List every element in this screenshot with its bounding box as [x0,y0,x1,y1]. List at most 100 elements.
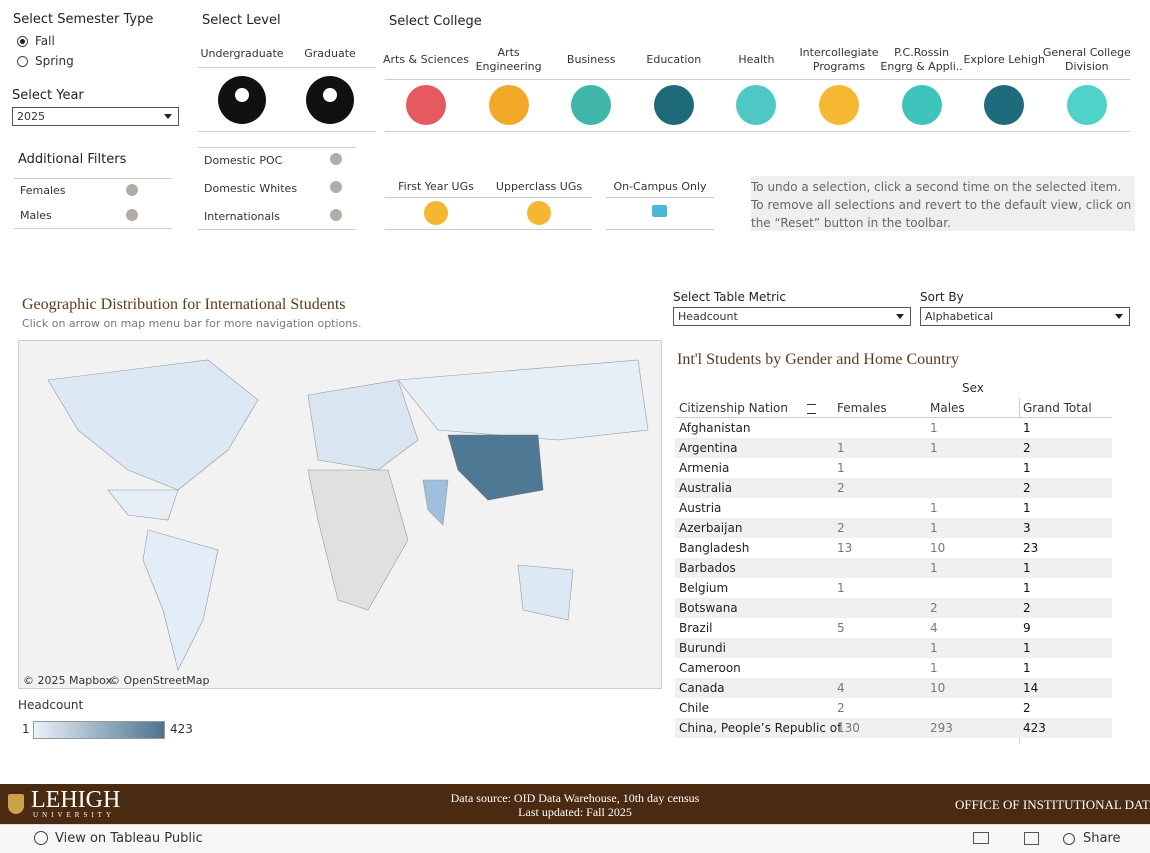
table-cell: 9 [1023,621,1031,635]
logo-sub: UNIVERSITY [33,811,115,819]
table-cell: 2 [1023,601,1031,615]
column-header[interactable]: Citizenship Nation [679,401,788,415]
view-link[interactable]: View on Tableau Public [55,831,203,846]
share-button[interactable]: Share [1083,831,1121,846]
college-icon[interactable] [736,85,777,125]
college-icon[interactable] [901,85,942,125]
college-icon[interactable] [819,85,859,125]
group-option[interactable]: First Year UGs [398,180,474,193]
level-option[interactable]: Undergraduate [200,47,284,60]
toggle[interactable] [126,184,138,196]
table-cell: 23 [1023,541,1039,555]
table-cell: 1 [930,501,938,515]
table-cell: China, People’s Republic of [679,721,842,735]
table-cell: Chile [679,701,710,715]
college-icon[interactable] [571,85,612,125]
table-cell: 1 [1023,421,1031,435]
table-cell: Botswana [679,601,738,615]
metric-dropdown[interactable]: Headcount [673,307,911,326]
table-row: Armenia 1 1 [675,458,1112,478]
header-row: Citizenship Nation Females Males Grand Tota… [675,398,1112,418]
table-cell: 2 [837,481,845,495]
column-header: Grand Total [1023,401,1092,415]
sort-label: Sort By [920,290,964,304]
college-option[interactable]: Business [566,53,616,66]
college-option[interactable]: Intercollegiate Programs [799,46,879,73]
college-icon[interactable] [984,85,1025,125]
table-cell: 1 [837,581,845,595]
toggle[interactable] [330,209,342,221]
college-option[interactable]: P.C.Rossin Engrg & Appli.. [880,46,963,73]
college-icon[interactable] [406,85,446,125]
year-title: Select Year [12,88,84,103]
fullscreen-icon[interactable] [1024,832,1039,845]
table-row: Botswana 2 2 [675,598,1112,618]
table-cell: 2 [1023,701,1031,715]
table-row: Canada 4 10 14 [675,678,1112,698]
table-cell: 1 [837,441,845,455]
campus-filter[interactable]: On-Campus Only [613,180,707,193]
map-title: Geographic Distribution for Internationa… [22,296,346,313]
toggle[interactable] [126,209,138,221]
college-option[interactable]: General College Division [1042,46,1131,73]
sort-dropdown[interactable]: Alphabetical [920,307,1130,326]
college-icon[interactable] [653,85,694,125]
level-icon-figure [323,88,337,102]
crest [8,794,24,814]
table-cell: 4 [930,621,938,635]
sort-icon[interactable] [807,404,816,414]
population-option[interactable]: Domestic POC [204,154,283,167]
toggle[interactable] [330,153,342,165]
legend-min: 1 [22,722,30,736]
table-cell: 2 [1023,441,1031,455]
gender-option[interactable]: Males [20,209,52,222]
table-row: Austria 1 1 [675,498,1112,518]
table-cell: Belgium [679,581,729,595]
table-row: Belgium 1 1 [675,578,1112,598]
toggle[interactable] [330,181,342,193]
college-option[interactable]: Arts Engineering [475,46,542,73]
table-cell: 1 [930,641,938,655]
download-icon[interactable] [973,832,989,844]
semester-option[interactable]: Fall [35,34,55,48]
legend-max: 423 [170,722,193,736]
legend-title: Headcount [18,698,84,712]
table-cell: Armenia [679,461,730,475]
campus-icon [652,205,667,217]
table-cell: 10 [930,541,946,555]
year-dropdown[interactable]: 2025 [12,107,179,126]
radio[interactable] [17,56,28,67]
level-title: Select Level [202,13,281,28]
population-option[interactable]: Domestic Whites [204,182,298,195]
table-cell: 2 [837,701,845,715]
college-option[interactable]: Health [738,53,775,66]
group-option[interactable]: Upperclass UGs [495,180,583,193]
college-option[interactable]: Education [646,53,702,66]
level-option[interactable]: Graduate [304,47,356,60]
metric-label: Select Table Metric [673,290,786,304]
table-cell: 1 [1023,661,1031,675]
gender-option[interactable]: Females [20,184,66,197]
footer [0,784,1150,824]
college-option[interactable]: Arts & Sciences [382,53,470,66]
table-cell: 293 [930,721,953,735]
table-cell: 14 [1023,681,1039,695]
table-row: Brazil 5 4 9 [675,618,1112,638]
radio[interactable] [17,36,28,47]
semester-option[interactable]: Spring [35,54,74,68]
note-line: To undo a selection, click a second time… [751,180,1122,194]
group-icon[interactable] [424,201,448,225]
college-icon[interactable] [1066,85,1107,125]
table-cell: Argentina [679,441,738,455]
college-option[interactable]: Explore Lehigh [963,53,1045,66]
semester-title: Select Semester Type [13,12,154,27]
map[interactable]: © 2025 Mapbox © OpenStreetMap [18,340,662,689]
population-option[interactable]: Internationals [204,210,280,223]
tableau-icon [34,831,48,845]
college-icon[interactable] [488,85,529,125]
table: Citizenship Nation Females Males Grand Tota… [675,398,1112,744]
table-cell: 1 [1023,581,1031,595]
group-icon[interactable] [527,201,551,225]
table-row: Australia 2 2 [675,478,1112,498]
